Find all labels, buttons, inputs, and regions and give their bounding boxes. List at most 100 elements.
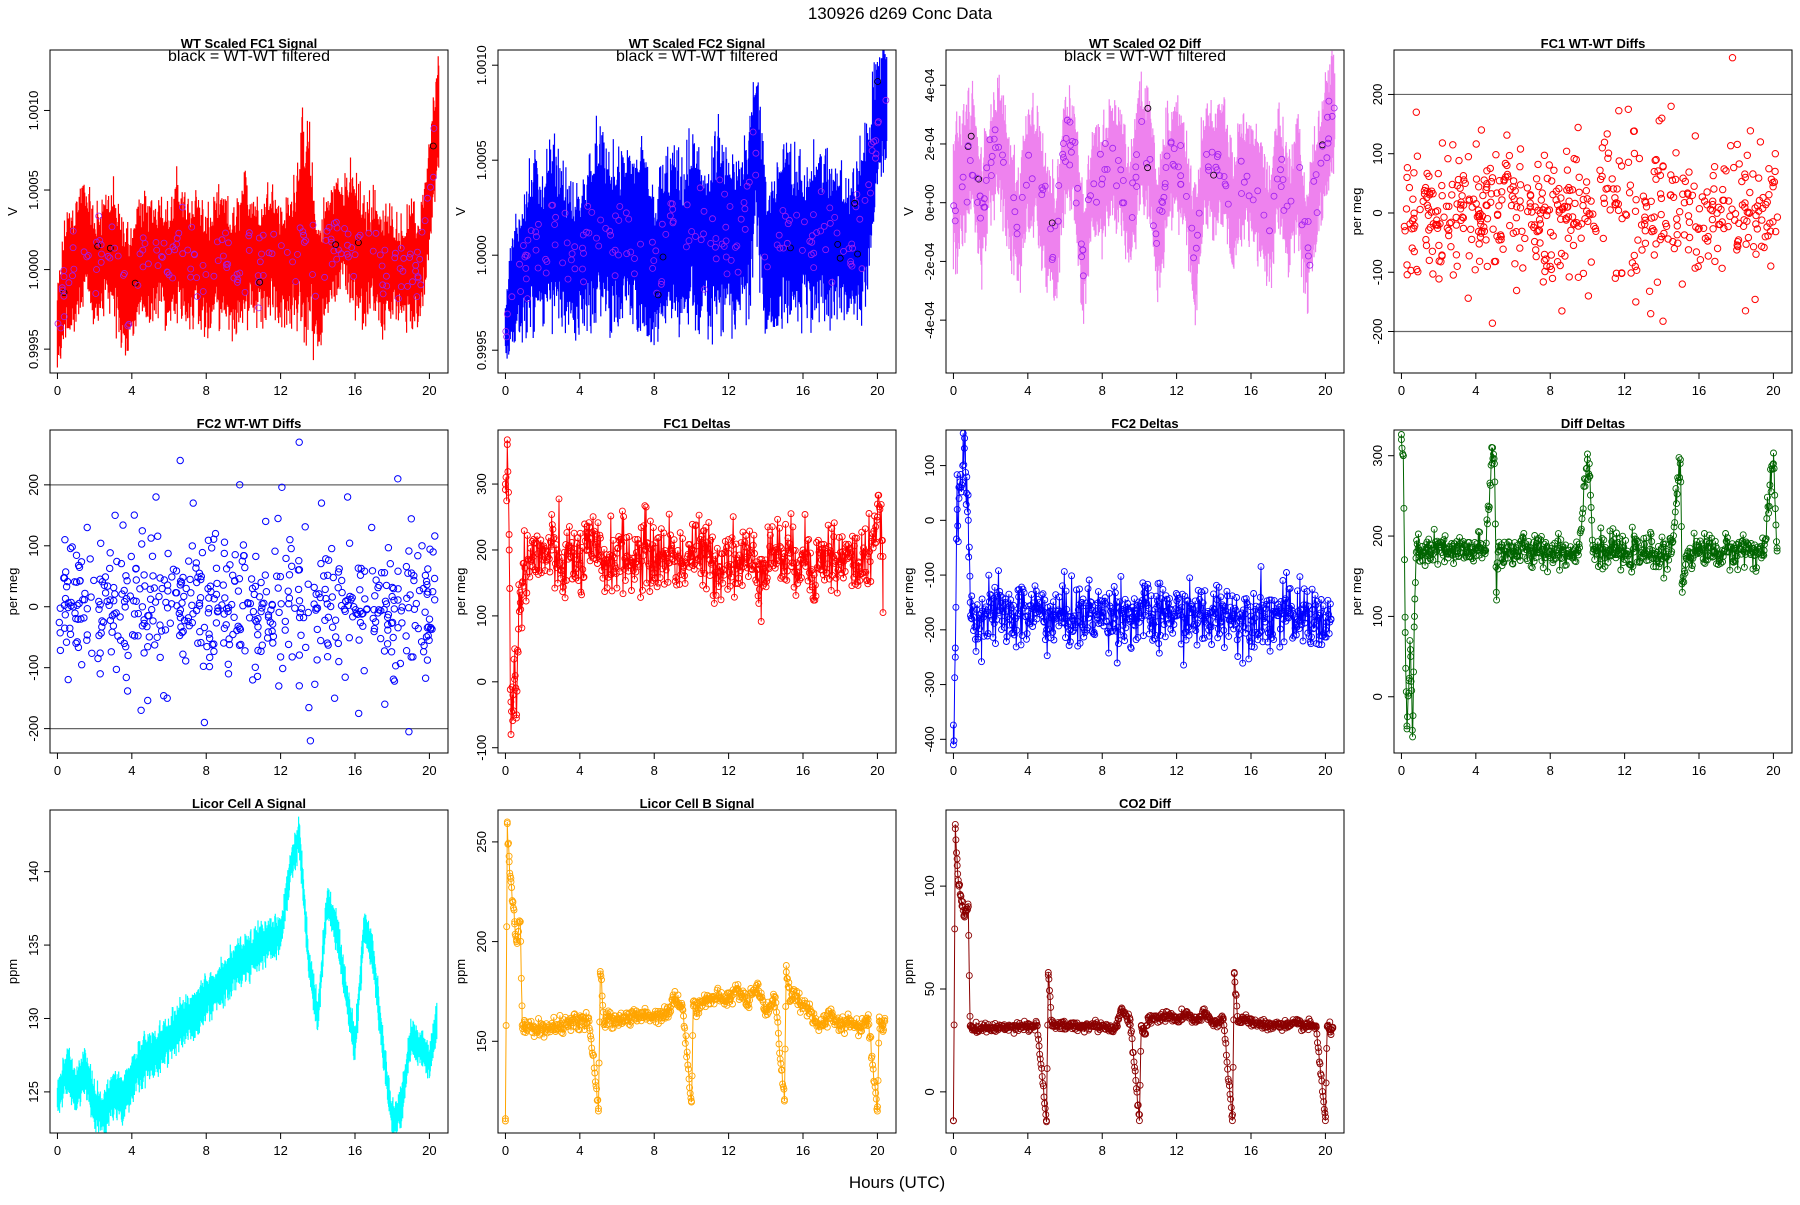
- data-point: [220, 582, 226, 588]
- data-point: [1633, 299, 1639, 305]
- data-point: [311, 584, 317, 590]
- data-point: [1454, 201, 1460, 207]
- x-tick-label: 12: [1617, 763, 1631, 778]
- plot-area-diff-deltas: [1398, 432, 1780, 740]
- y-tick-label: 1.0010: [26, 91, 41, 131]
- data-point: [240, 542, 246, 548]
- data-point: [1766, 166, 1772, 172]
- data-point: [420, 585, 426, 591]
- data-point: [131, 512, 137, 518]
- data-point: [181, 593, 187, 599]
- chart-title: FC1 Deltas: [663, 416, 730, 431]
- x-tick-label: 16: [348, 383, 362, 398]
- data-point: [1404, 262, 1410, 268]
- x-tick-label: 20: [1766, 763, 1780, 778]
- data-point: [256, 594, 262, 600]
- data-point: [1597, 167, 1603, 173]
- x-tick-label: 16: [1692, 763, 1706, 778]
- data-point: [1642, 228, 1648, 234]
- data-point: [1704, 189, 1710, 195]
- data-point: [1449, 192, 1455, 198]
- data-point: [1752, 296, 1758, 302]
- chart-annotation: black = WT-WT filtered: [168, 48, 330, 65]
- data-point: [305, 581, 311, 587]
- data-point: [1635, 237, 1641, 243]
- data-point: [275, 585, 281, 591]
- y-tick-label: 250: [474, 831, 489, 853]
- data-point: [356, 710, 362, 716]
- data-point: [125, 652, 131, 658]
- data-point: [223, 566, 229, 572]
- series-line: [505, 440, 883, 735]
- data-point: [1435, 170, 1441, 176]
- y-tick-label: -100: [474, 735, 489, 761]
- data-point: [406, 548, 412, 554]
- data-point: [335, 640, 341, 646]
- data-point: [1430, 271, 1436, 277]
- data-point: [1607, 207, 1613, 213]
- data-point: [420, 649, 426, 655]
- data-point: [1571, 155, 1577, 161]
- y-tick-label: 140: [26, 861, 41, 883]
- chart-title: Licor Cell B Signal: [640, 796, 755, 811]
- data-point: [108, 649, 114, 655]
- data-point: [285, 588, 291, 594]
- data-point: [1472, 267, 1478, 273]
- data-point: [1756, 175, 1762, 181]
- y-tick-label: -100: [26, 655, 41, 681]
- data-point: [305, 609, 311, 615]
- y-tick-label: 100: [26, 535, 41, 557]
- data-point: [399, 620, 405, 626]
- data-point: [318, 637, 324, 643]
- data-point: [306, 704, 312, 710]
- data-point: [1660, 318, 1666, 324]
- data-point: [356, 637, 362, 643]
- data-point: [258, 579, 264, 585]
- data-point: [263, 518, 269, 524]
- data-point: [1743, 241, 1749, 247]
- data-point: [1476, 241, 1482, 247]
- data-point: [1414, 153, 1420, 159]
- x-tick-label: 0: [502, 763, 509, 778]
- data-point: [1674, 216, 1680, 222]
- data-point: [1517, 182, 1523, 188]
- data-point: [1496, 203, 1502, 209]
- chart-annotation: black = WT-WT filtered: [1064, 48, 1226, 65]
- plot-area-co2-diff: [950, 821, 1335, 1124]
- data-point: [135, 610, 141, 616]
- x-tick-label: 4: [1024, 383, 1031, 398]
- data-point: [1657, 191, 1663, 197]
- data-point: [1759, 217, 1765, 223]
- y-axis-label: V: [5, 207, 20, 216]
- data-point: [199, 549, 205, 555]
- data-point: [1566, 274, 1572, 280]
- data-point: [190, 500, 196, 506]
- data-point: [242, 564, 248, 570]
- data-point: [1572, 200, 1578, 206]
- data-point: [1417, 206, 1423, 212]
- data-point: [329, 624, 335, 630]
- x-tick-label: 4: [128, 1143, 135, 1158]
- data-point: [344, 494, 350, 500]
- data-point: [339, 577, 345, 583]
- data-point: [1618, 163, 1624, 169]
- data-point: [1705, 253, 1711, 259]
- data-point: [84, 606, 90, 612]
- data-point: [227, 562, 233, 568]
- data-point: [262, 572, 268, 578]
- y-axis-label: per meg: [901, 568, 916, 616]
- data-point: [1445, 156, 1451, 162]
- data-point: [112, 591, 118, 597]
- data-point: [1493, 152, 1499, 158]
- data-point: [289, 654, 295, 660]
- data-point: [1625, 106, 1631, 112]
- data-point: [1745, 234, 1751, 240]
